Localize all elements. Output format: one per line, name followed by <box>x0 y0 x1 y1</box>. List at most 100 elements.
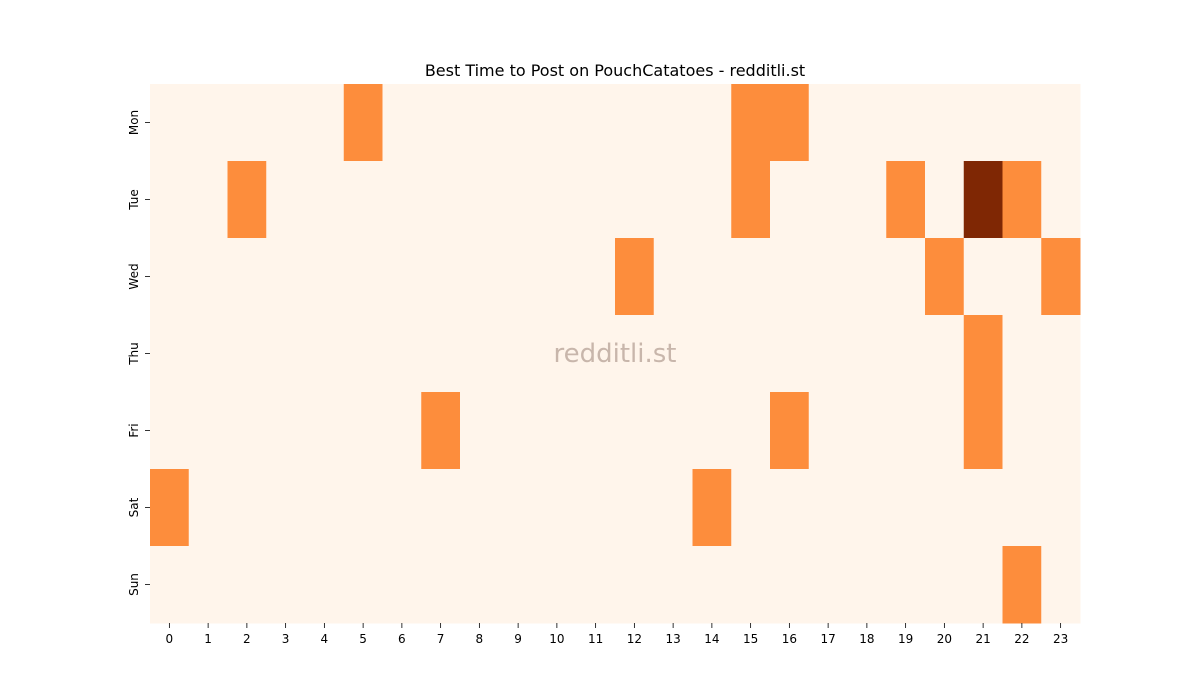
heatmap-cell-thu-15 <box>731 315 771 393</box>
heatmap-cell-sun-3 <box>266 546 306 624</box>
heatmap-cell-thu-8 <box>460 315 500 393</box>
x-tick-label: 13 <box>665 632 680 646</box>
heatmap-cell-fri-4 <box>305 392 345 470</box>
heatmap-cell-sat-22 <box>1002 469 1042 547</box>
x-tick-label: 3 <box>282 632 290 646</box>
x-tick-label: 6 <box>398 632 406 646</box>
y-axis: Mon Tue Wed Thu Fri Sat Sun <box>127 110 150 596</box>
heatmap-cell-wed-0 <box>150 238 190 316</box>
heatmap-cell-mon-9 <box>498 84 538 162</box>
heatmap-cell-thu-22 <box>1002 315 1042 393</box>
heatmap-cell-thu-17 <box>808 315 848 393</box>
heatmap-cell-sat-6 <box>382 469 422 547</box>
heatmap-cell-thu-20 <box>925 315 965 393</box>
heatmap-cell-fri-14 <box>692 392 732 470</box>
heatmap-cell-fri-23 <box>1041 392 1081 470</box>
heatmap-cell-fri-21 <box>963 392 1003 470</box>
x-tick-label: 15 <box>743 632 758 646</box>
heatmap-cell-sun-13 <box>653 546 693 624</box>
heatmap-cell-fri-16 <box>770 392 810 470</box>
heatmap-cell-mon-14 <box>692 84 732 162</box>
heatmap-cell-wed-11 <box>576 238 616 316</box>
heatmap-cell-mon-10 <box>537 84 577 162</box>
heatmap-cell-wed-19 <box>886 238 926 316</box>
heatmap-cell-fri-12 <box>615 392 655 470</box>
heatmap-cell-thu-3 <box>266 315 306 393</box>
heatmap-cell-wed-13 <box>653 238 693 316</box>
heatmap-cell-sun-1 <box>188 546 228 624</box>
heatmap-cell-tue-7 <box>421 161 461 239</box>
x-tick-label: 1 <box>204 632 212 646</box>
heatmap-cell-sat-19 <box>886 469 926 547</box>
heatmap-cell-sun-11 <box>576 546 616 624</box>
heatmap-cell-fri-11 <box>576 392 616 470</box>
heatmap-cell-tue-17 <box>808 161 848 239</box>
heatmap-cell-thu-0 <box>150 315 190 393</box>
heatmap-cell-thu-13 <box>653 315 693 393</box>
heatmap-cell-sun-19 <box>886 546 926 624</box>
heatmap-cell-fri-8 <box>460 392 500 470</box>
heatmap-cell-mon-12 <box>615 84 655 162</box>
heatmap-cell-thu-21 <box>963 315 1003 393</box>
heatmap-cell-tue-19 <box>886 161 926 239</box>
x-tick-label: 10 <box>549 632 564 646</box>
x-tick-label: 8 <box>476 632 484 646</box>
heatmap-cell-mon-7 <box>421 84 461 162</box>
heatmap-cell-mon-18 <box>847 84 887 162</box>
heatmap-cell-tue-4 <box>305 161 345 239</box>
heatmap-cell-mon-15 <box>731 84 771 162</box>
heatmap-cell-mon-8 <box>460 84 500 162</box>
heatmap-cell-thu-18 <box>847 315 887 393</box>
heatmap-cell-sat-16 <box>770 469 810 547</box>
x-tick-label: 16 <box>782 632 797 646</box>
heatmap-cell-sat-4 <box>305 469 345 547</box>
x-tick-label: 20 <box>937 632 952 646</box>
y-tick-label: Sat <box>127 497 141 517</box>
heatmap-cell-tue-8 <box>460 161 500 239</box>
x-tick-label: 12 <box>627 632 642 646</box>
heatmap-cell-mon-23 <box>1041 84 1081 162</box>
heatmap-cell-wed-4 <box>305 238 345 316</box>
heatmap-cell-mon-2 <box>227 84 267 162</box>
heatmap-cell-mon-13 <box>653 84 693 162</box>
x-tick-label: 7 <box>437 632 445 646</box>
x-tick-label: 17 <box>820 632 835 646</box>
x-tick-label: 0 <box>166 632 174 646</box>
heatmap-cell-wed-10 <box>537 238 577 316</box>
heatmap-cell-wed-17 <box>808 238 848 316</box>
heatmap-cell-sat-11 <box>576 469 616 547</box>
heatmap-cell-thu-4 <box>305 315 345 393</box>
heatmap-cell-thu-16 <box>770 315 810 393</box>
heatmap-cell-sun-20 <box>925 546 965 624</box>
heatmap-cell-sun-12 <box>615 546 655 624</box>
heatmap-cell-wed-9 <box>498 238 538 316</box>
x-tick-label: 14 <box>704 632 719 646</box>
heatmap-cell-sat-5 <box>343 469 383 547</box>
heatmap-cell-wed-16 <box>770 238 810 316</box>
heatmap-cell-wed-20 <box>925 238 965 316</box>
heatmap-cell-tue-0 <box>150 161 190 239</box>
heatmap-cell-sat-18 <box>847 469 887 547</box>
heatmap-cell-sun-6 <box>382 546 422 624</box>
heatmap-cell-sun-18 <box>847 546 887 624</box>
heatmap-cell-sat-0 <box>150 469 190 547</box>
x-tick-label: 9 <box>514 632 522 646</box>
heatmap-cells <box>150 84 1081 624</box>
y-tick-label: Mon <box>127 110 141 135</box>
heatmap-cell-tue-22 <box>1002 161 1042 239</box>
heatmap-cell-thu-23 <box>1041 315 1081 393</box>
heatmap-cell-mon-4 <box>305 84 345 162</box>
x-tick-label: 5 <box>359 632 367 646</box>
heatmap-cell-sun-7 <box>421 546 461 624</box>
heatmap-cell-fri-0 <box>150 392 190 470</box>
heatmap-cell-sun-16 <box>770 546 810 624</box>
heatmap-cell-sun-0 <box>150 546 190 624</box>
x-axis: 0 1 2 3 4 5 6 7 8 9 10 11 12 13 14 15 16 17 18 19 20 21 22 23 <box>166 623 1068 646</box>
heatmap-cell-wed-5 <box>343 238 383 316</box>
heatmap-cell-fri-6 <box>382 392 422 470</box>
x-tick-label: 22 <box>1014 632 1029 646</box>
heatmap-cell-sat-17 <box>808 469 848 547</box>
heatmap-cell-wed-23 <box>1041 238 1081 316</box>
heatmap-cell-wed-7 <box>421 238 461 316</box>
